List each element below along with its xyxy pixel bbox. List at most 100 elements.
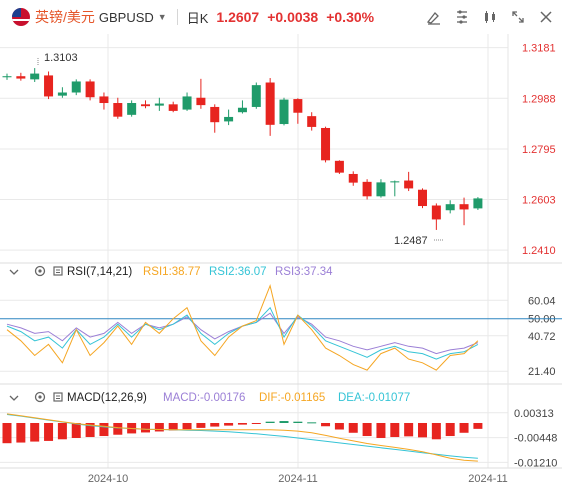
- candle-body: [348, 173, 358, 183]
- collapse-icon[interactable]: [9, 395, 19, 401]
- candle-body: [293, 99, 303, 113]
- macd-bar: [404, 422, 414, 437]
- candle-body: [182, 96, 192, 110]
- fullscreen-icon[interactable]: [508, 8, 528, 26]
- period-selector[interactable]: 日K: [186, 10, 209, 26]
- settings-icon[interactable]: [34, 391, 46, 403]
- candle: [127, 100, 137, 117]
- indicator-list-icon[interactable]: [53, 266, 63, 276]
- macd-bar: [362, 422, 372, 437]
- price-tick-label: 1.2603: [522, 194, 556, 206]
- symbol-name[interactable]: 英镑/美元: [35, 9, 95, 25]
- macd-bar: [418, 422, 427, 438]
- macd-histogram: [2, 421, 483, 444]
- candle-body: [431, 205, 441, 220]
- candle: [113, 97, 123, 119]
- macd-bar: [44, 422, 54, 441]
- macd-bar: [16, 422, 26, 443]
- macd-bar: [85, 422, 95, 438]
- candle-body: [445, 204, 455, 211]
- candle: [279, 97, 289, 126]
- indicator-list-icon[interactable]: [53, 392, 63, 402]
- close-icon[interactable]: [536, 8, 556, 26]
- candle-body: [265, 82, 275, 125]
- candle: [99, 92, 109, 110]
- settings-icon[interactable]: [34, 265, 46, 277]
- candle: [224, 109, 234, 126]
- macd-bar: [2, 422, 12, 444]
- candlestick-chart[interactable]: 1.3181 1.2988 1.2795 1.2603 1.2410 1.3103 1.…: [0, 34, 562, 491]
- high-annotation: 1.3103: [44, 52, 78, 64]
- compare-icon[interactable]: [480, 8, 500, 26]
- macd-bar: [279, 421, 289, 423]
- rsi3-line: [6, 312, 479, 355]
- rsi-tick-label: 21.40: [528, 366, 556, 378]
- candle-body: [71, 81, 81, 93]
- rsi-lines: [6, 284, 479, 371]
- price-change: +0.0038: [267, 9, 319, 25]
- macd-legend: MACD:-0.00176: [163, 392, 245, 404]
- candle-body: [44, 75, 54, 97]
- macd-bar: [224, 422, 234, 426]
- price-change-pct: +0.30%: [326, 9, 375, 25]
- price-tick-label: 1.3181: [522, 43, 556, 55]
- candle: [168, 101, 178, 113]
- dea-legend: DEA:-0.01077: [338, 392, 410, 404]
- candle-body: [168, 104, 178, 111]
- macd-bar: [154, 422, 164, 432]
- candle-body: [362, 181, 372, 197]
- rsi-axis: 60.04 50.00 40.72 21.40: [0, 295, 562, 378]
- candle: [376, 179, 386, 198]
- candle: [71, 79, 81, 96]
- candle: [293, 98, 303, 124]
- candle-body: [57, 92, 67, 96]
- candle: [334, 160, 344, 174]
- candle-body: [418, 189, 427, 207]
- candle: [2, 73, 12, 80]
- candle: [237, 100, 247, 114]
- candle: [154, 97, 164, 111]
- macd-tick-label: -0.01210: [514, 457, 557, 469]
- collapse-icon[interactable]: [9, 269, 19, 275]
- candle-body: [321, 127, 331, 161]
- rsi-label: RSI(7,14,21): [67, 266, 132, 278]
- candle-body: [154, 103, 164, 106]
- rsi1-line: [6, 284, 479, 371]
- candle-body: [113, 103, 123, 117]
- macd-bar: [348, 422, 358, 433]
- candle-body: [376, 182, 386, 197]
- candle: [404, 171, 414, 192]
- macd-tick-label: 0.00313: [514, 408, 554, 420]
- candle: [307, 112, 317, 131]
- macd-bar: [210, 422, 220, 427]
- candle-body: [99, 96, 109, 104]
- macd-bar: [265, 421, 275, 423]
- draw-icon[interactable]: [424, 8, 444, 26]
- rsi1-legend: RSI1:38.77: [143, 266, 201, 278]
- macd-bar: [196, 422, 206, 428]
- macd-bar: [141, 422, 150, 433]
- candle: [85, 79, 95, 101]
- candle: [16, 72, 26, 81]
- symbol-code[interactable]: GBPUSD: [98, 9, 154, 25]
- indicator-icon[interactable]: [452, 8, 472, 26]
- chevron-down-icon[interactable]: ▼: [157, 12, 167, 22]
- x-tick-label: 2024-11: [278, 473, 318, 485]
- candle-body: [473, 198, 483, 209]
- macd-header: MACD(12,26,9) MACD:-0.00176 DIF:-0.01165…: [9, 391, 410, 404]
- toolbar: [416, 8, 556, 26]
- header-bar: 英镑/美元 GBPUSD ▼ 日K 1.2607 +0.0038 +0.30%: [0, 0, 562, 34]
- x-tick-label: 2024-10: [88, 473, 128, 485]
- macd-bar: [445, 422, 455, 437]
- rsi3-legend: RSI3:37.34: [275, 266, 333, 278]
- rsi-tick-label: 50.00: [528, 314, 556, 326]
- candles: [2, 68, 483, 230]
- macd-tick-label: -0.00448: [514, 433, 557, 445]
- macd-bar: [459, 422, 469, 433]
- candle-body: [237, 107, 247, 113]
- candle: [57, 87, 67, 98]
- macd-bar: [113, 422, 123, 435]
- macd-bar: [168, 422, 178, 431]
- divider: [176, 9, 178, 25]
- candle: [30, 68, 40, 82]
